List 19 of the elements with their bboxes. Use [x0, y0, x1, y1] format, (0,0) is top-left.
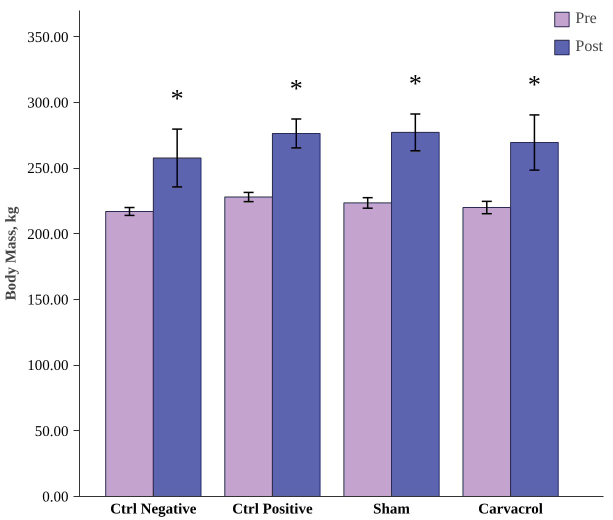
- y-tick-label: 100.00: [27, 358, 68, 374]
- x-tick-label: Ctrl Negative: [110, 502, 197, 518]
- y-tick-label: 300.00: [27, 95, 68, 112]
- y-tick-label: 350.00: [27, 30, 68, 46]
- annotation: *: [528, 70, 541, 99]
- y-tick-label: 50.00: [34, 424, 68, 440]
- x-tick-label: Sham: [373, 502, 410, 518]
- legend-label: Post: [575, 38, 603, 56]
- y-tick-label: 150.00: [27, 292, 68, 308]
- y-axis-title: Body Mass, kg: [3, 206, 20, 300]
- annotation: *: [170, 84, 184, 114]
- x-tick-label: Ctrl Positive: [232, 502, 313, 518]
- y-tick-label: 0.00: [42, 490, 68, 506]
- y-tick-label: 200.00: [27, 226, 68, 243]
- legend-label: Pre: [575, 10, 597, 28]
- y-tick-label: 250.00: [27, 161, 68, 178]
- annotation: *: [290, 74, 303, 103]
- annotation: *: [408, 69, 422, 98]
- x-tick-label: Carvacrol: [478, 502, 543, 518]
